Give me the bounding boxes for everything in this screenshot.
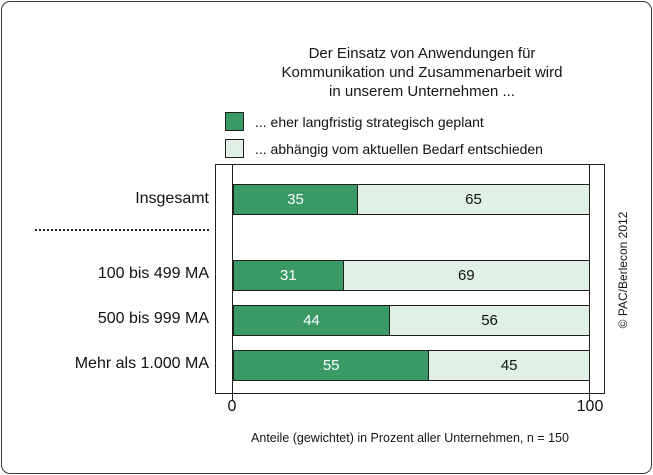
value-label: 55 [322, 357, 340, 374]
chart-title-line-3: in unserem Unternehmen ... [329, 83, 515, 100]
bar-segment-strategisch: 55 [233, 350, 430, 381]
category-label-500-bis-999: 500 bis 999 MA [97, 310, 209, 327]
bar-segment-bedarf: 69 [343, 260, 590, 291]
bar-mehr-als-1000: 55 45 [233, 350, 590, 381]
legend: ... eher langfristig strategisch geplant… [225, 112, 543, 166]
category-label-mehr-als-1000: Mehr als 1.000 MA [74, 355, 209, 372]
legend-item-strategisch: ... eher langfristig strategisch geplant [225, 112, 543, 131]
value-label: 65 [465, 191, 482, 208]
category-label-100-bis-499: 100 bis 499 MA [97, 265, 209, 282]
chart-title-line-2: Kommunikation und Zusammenarbeit wird [281, 64, 563, 81]
plot-area: 35 65 31 69 44 56 55 45 [215, 164, 605, 401]
axis-line-0 [232, 165, 234, 401]
category-label-insgesamt: Insgesamt [135, 190, 209, 207]
value-label: 69 [457, 267, 475, 284]
value-label: 35 [287, 191, 304, 208]
chart-title: Der Einsatz von Anwendungen für Kommunik… [222, 44, 622, 101]
x-axis-tick-0: 0 [227, 398, 237, 415]
chart-title-line-1: Der Einsatz von Anwendungen für [308, 45, 536, 62]
bar-segment-bedarf: 65 [357, 184, 590, 215]
bar-segment-strategisch: 44 [233, 305, 391, 336]
bar-segment-bedarf: 56 [390, 305, 590, 336]
legend-label: ... abhängig vom aktuellen Bedarf entsch… [255, 140, 543, 157]
legend-swatch-light-green [225, 139, 244, 158]
bar-100-bis-499: 31 69 [233, 260, 590, 291]
bar-500-bis-999: 44 56 [233, 305, 590, 336]
copyright-vertical-text: © PAC/Berlecon 2012 [616, 211, 630, 329]
value-label: 31 [279, 267, 297, 284]
value-label: 44 [303, 312, 320, 329]
category-separator-dotted-line [35, 229, 209, 231]
bar-segment-bedarf: 45 [429, 350, 590, 381]
bar-segment-strategisch: 31 [233, 260, 344, 291]
bar-segment-strategisch: 35 [233, 184, 358, 215]
x-axis-tick-100: 100 [576, 398, 604, 415]
legend-label: ... eher langfristig strategisch geplant [255, 113, 484, 130]
legend-swatch-dark-green [225, 112, 244, 131]
bar-insgesamt: 35 65 [233, 184, 590, 215]
legend-item-bedarf: ... abhängig vom aktuellen Bedarf entsch… [225, 139, 543, 158]
value-label: 45 [500, 357, 518, 374]
x-axis-caption: Anteile (gewichtet) in Prozent aller Unt… [251, 431, 569, 445]
value-label: 56 [481, 312, 498, 329]
